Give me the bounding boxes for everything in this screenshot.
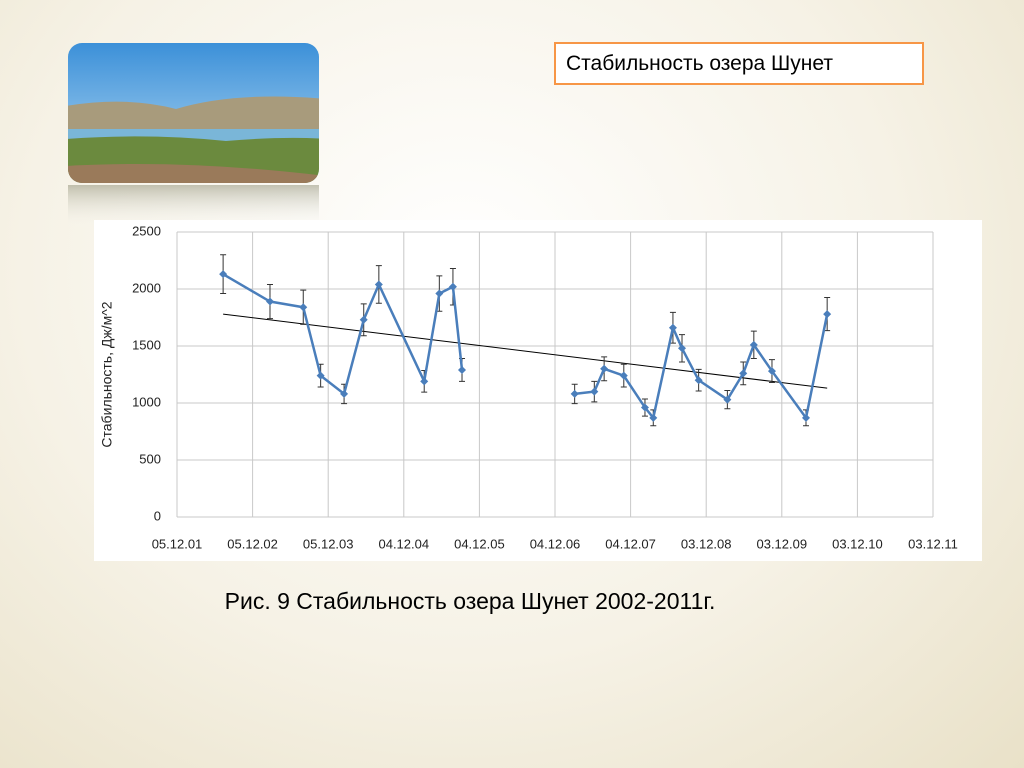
- x-tick-label: 03.12.09: [756, 536, 807, 551]
- data-point: [739, 369, 748, 378]
- data-point: [694, 376, 703, 385]
- x-tick-label: 03.12.11: [908, 536, 958, 551]
- data-point: [316, 371, 325, 380]
- y-tick-label: 500: [139, 451, 161, 466]
- y-tick-label: 0: [154, 508, 161, 523]
- data-point: [640, 403, 649, 412]
- data-point: [619, 371, 628, 380]
- data-point: [749, 340, 758, 349]
- x-tick-label: 03.12.08: [681, 536, 732, 551]
- y-tick-label: 1000: [132, 394, 161, 409]
- x-tick-label: 04.12.04: [378, 536, 429, 551]
- x-tick-label: 04.12.07: [605, 536, 656, 551]
- data-point: [458, 365, 467, 374]
- slide-title: Стабильность озера Шунет: [554, 42, 924, 85]
- data-point: [570, 389, 579, 398]
- y-axis-label: Стабильность, Дж/м^2: [99, 301, 115, 447]
- x-tick-label: 04.12.06: [530, 536, 581, 551]
- trendline: [223, 313, 828, 389]
- y-tick-label: 2500: [132, 223, 161, 238]
- data-point: [374, 280, 383, 289]
- data-point: [668, 323, 677, 332]
- data-point: [723, 395, 732, 404]
- data-point: [359, 315, 368, 324]
- x-tick-label: 05.12.03: [303, 536, 354, 551]
- data-point: [219, 270, 228, 279]
- data-point: [801, 413, 810, 422]
- data-point: [600, 364, 609, 373]
- data-point: [678, 344, 687, 353]
- x-tick-label: 04.12.05: [454, 536, 505, 551]
- caption: Рис. 9 Стабильность озера Шунет 2002-201…: [224, 588, 716, 614]
- data-point: [299, 303, 308, 312]
- data-point: [823, 310, 832, 319]
- data-point: [649, 413, 658, 422]
- data-point: [590, 387, 599, 396]
- photo: [68, 43, 319, 229]
- data-point: [767, 367, 776, 376]
- y-tick-label: 1500: [132, 337, 161, 352]
- x-tick-label: 05.12.01: [152, 536, 203, 551]
- data-point: [340, 389, 349, 398]
- data-point: [420, 377, 429, 386]
- data-point: [448, 282, 457, 291]
- x-tick-label: 05.12.02: [227, 536, 278, 551]
- data-point: [435, 289, 444, 298]
- data-point: [265, 297, 274, 306]
- chart: 0 500 1000 1500 2000 2500 05.12.01 05.12.02 05.1…: [94, 220, 982, 561]
- x-tick-label: 03.12.10: [832, 536, 883, 551]
- y-tick-label: 2000: [132, 280, 161, 295]
